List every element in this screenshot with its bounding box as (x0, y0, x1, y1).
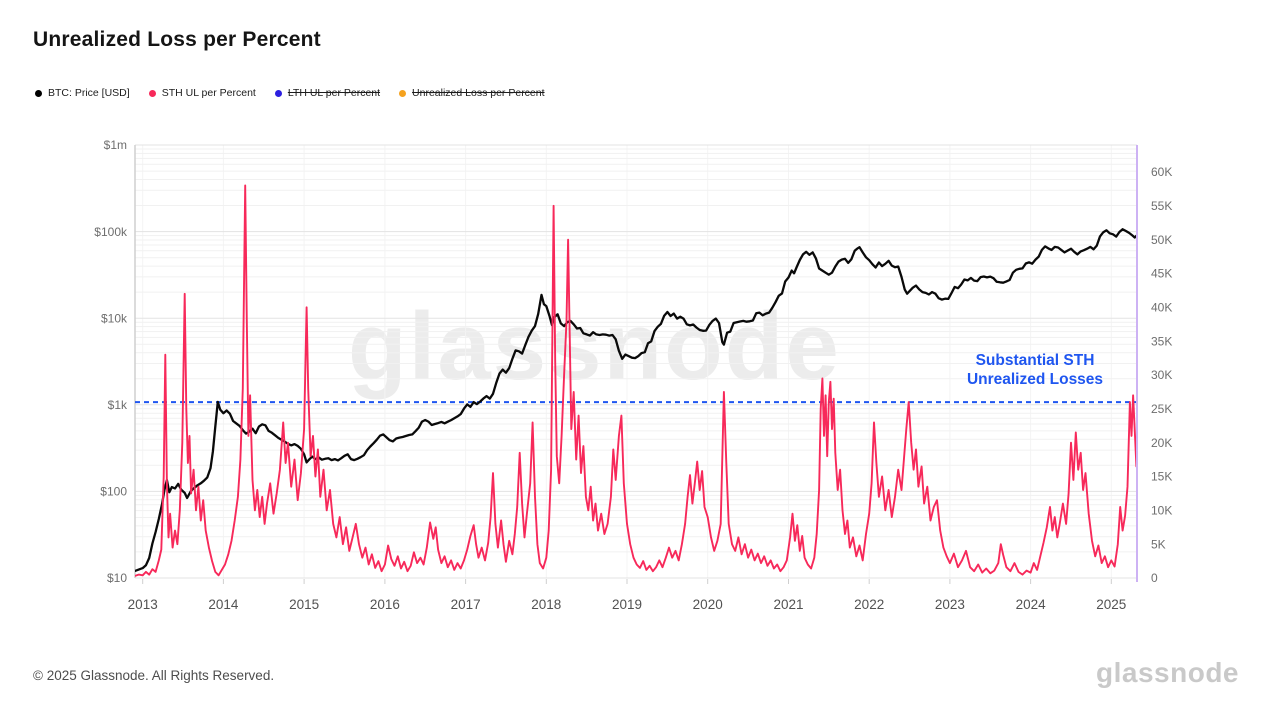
x-axis-label: 2020 (693, 597, 723, 612)
left-axis-label: $1m (104, 138, 127, 152)
right-axis-label: 0 (1151, 571, 1158, 585)
copyright-text: © 2025 Glassnode. All Rights Reserved. (33, 668, 275, 683)
x-axis-label: 2016 (370, 597, 400, 612)
glassnode-watermark: glassnode (348, 293, 841, 400)
right-axis-label: 30K (1151, 368, 1172, 382)
legend-label-unrealized-loss: Unrealized Loss per Percent (412, 87, 545, 99)
x-axis-label: 2013 (128, 597, 158, 612)
x-axis-label: 2023 (935, 597, 965, 612)
legend-item-unrealized-loss[interactable]: Unrealized Loss per Percent (399, 87, 545, 99)
btc-price-line (135, 228, 1137, 573)
left-axis-label: $100 (100, 485, 127, 499)
x-axis-label: 2018 (531, 597, 561, 612)
right-axis-label: 10K (1151, 504, 1172, 518)
legend-item-sth-ul[interactable]: STH UL per Percent (148, 87, 256, 99)
legend-dot-unrealized-loss (399, 89, 407, 97)
legend-label-sth-ul: STH UL per Percent (161, 87, 256, 99)
right-axis-label: 55K (1151, 199, 1172, 213)
right-axis-label: 5K (1151, 537, 1166, 551)
chart-annotation: Substantial STH Unrealized Losses (935, 351, 1135, 389)
x-axis-label: 2021 (773, 597, 803, 612)
right-axis-label: 35K (1151, 334, 1172, 348)
right-axis-label: 45K (1151, 267, 1172, 281)
annotation-line-2: Unrealized Losses (966, 371, 1104, 388)
x-axis-label: 2014 (208, 597, 239, 612)
right-axis-label: 25K (1151, 402, 1172, 416)
left-axis-label: $1k (108, 398, 128, 412)
x-axis-label: 2022 (854, 597, 884, 612)
legend-item-lth-ul[interactable]: LTH UL per Percent (274, 87, 381, 99)
right-axis-label: 15K (1151, 470, 1172, 484)
legend-label-lth-ul: LTH UL per Percent (287, 87, 381, 99)
legend-item-btc-price[interactable]: BTC: Price [USD] (35, 87, 130, 99)
left-axis-label: $100k (94, 225, 128, 239)
right-axis-label: 40K (1151, 301, 1172, 315)
sth-ul-line (135, 184, 1137, 577)
x-axis-label: 2024 (1016, 597, 1047, 612)
right-axis-label: 20K (1151, 436, 1172, 450)
legend-dot-sth-ul (148, 89, 156, 97)
right-axis-label: 50K (1151, 233, 1172, 247)
legend-label-btc-price: BTC: Price [USD] (48, 87, 130, 99)
left-axis-label: $10k (101, 311, 128, 325)
legend-dot-lth-ul (274, 89, 282, 97)
x-axis-label: 2025 (1096, 597, 1126, 612)
right-axis-label: 60K (1151, 165, 1172, 179)
x-axis-label: 2019 (612, 597, 642, 612)
x-axis-label: 2017 (451, 597, 481, 612)
left-axis-label: $10 (107, 571, 127, 585)
glassnode-logo: glassnode (1096, 657, 1239, 688)
legend: BTC: Price [USD] STH UL per Percent LTH UL… (35, 87, 545, 99)
annotation-line-1: Substantial STH (975, 352, 1095, 369)
x-axis-label: 2015 (289, 597, 319, 612)
page-title: Unrealized Loss per Percent (33, 28, 321, 51)
legend-dot-btc-price (35, 89, 42, 97)
